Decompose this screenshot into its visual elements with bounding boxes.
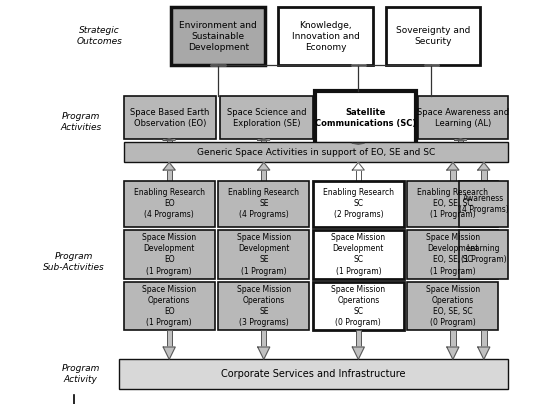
Bar [408, 282, 498, 330]
Bar [220, 96, 313, 139]
Polygon shape [163, 139, 175, 140]
Bar [315, 91, 416, 144]
Text: Space Based Earth
Observation (EO): Space Based Earth Observation (EO) [130, 108, 210, 128]
Text: Learning
(1 Program): Learning (1 Program) [461, 244, 506, 265]
Polygon shape [455, 139, 467, 140]
Bar [261, 330, 266, 347]
Bar [119, 359, 508, 389]
Polygon shape [447, 347, 459, 359]
Bar [124, 282, 215, 330]
Text: Strategic
Outcomes: Strategic Outcomes [77, 26, 122, 46]
Polygon shape [258, 139, 270, 140]
Bar [313, 230, 404, 278]
Text: Generic Space Activities in support of EO, SE and SC: Generic Space Activities in support of E… [197, 147, 435, 157]
Text: Space Mission
Operations
EO
(1 Program): Space Mission Operations EO (1 Program) [142, 285, 197, 327]
Bar [450, 330, 455, 347]
Polygon shape [352, 143, 364, 144]
Polygon shape [447, 162, 459, 170]
Text: Enabling Research
SE
(4 Programs): Enabling Research SE (4 Programs) [228, 188, 299, 219]
Bar [355, 170, 361, 181]
Bar [459, 230, 508, 278]
Polygon shape [478, 347, 490, 359]
Bar [386, 7, 481, 65]
Bar [313, 282, 404, 330]
Bar [218, 230, 309, 278]
Bar [218, 181, 309, 227]
Bar [481, 330, 487, 347]
Bar [458, 140, 463, 142]
Text: Program
Activities: Program Activities [60, 112, 101, 132]
Text: Space Mission
Development
EO, SE, SC
(1 Program): Space Mission Development EO, SE, SC (1 … [426, 233, 480, 276]
Text: Space Mission
Operations
EO, SE, SC
(0 Program): Space Mission Operations EO, SE, SC (0 P… [426, 285, 480, 327]
Bar [166, 330, 172, 347]
Bar [171, 7, 265, 65]
Bar [355, 142, 361, 143]
Bar [218, 282, 309, 330]
Polygon shape [258, 347, 270, 359]
Text: Enabling Research
EO, SE, SC
(1 Program): Enabling Research EO, SE, SC (1 Program) [417, 188, 488, 219]
Text: Space Mission
Operations
SC
(0 Program): Space Mission Operations SC (0 Program) [331, 285, 386, 327]
Polygon shape [352, 162, 364, 170]
Text: Space Mission
Development
EO
(1 Program): Space Mission Development EO (1 Program) [142, 233, 197, 276]
Text: Program
Activity: Program Activity [62, 364, 100, 384]
Text: Corporate Services and Infrastructure: Corporate Services and Infrastructure [221, 369, 406, 379]
Bar [261, 170, 266, 181]
Text: Enabling Research
EO
(4 Programs): Enabling Research EO (4 Programs) [134, 188, 205, 219]
Bar [313, 181, 404, 227]
Text: Environment and
Sustainable
Development: Environment and Sustainable Development [179, 21, 257, 52]
Text: Satellite
Communications (SC): Satellite Communications (SC) [315, 108, 416, 128]
Bar [124, 181, 215, 227]
Bar [355, 330, 361, 347]
Polygon shape [258, 162, 270, 170]
Text: Program
Sub-Activities: Program Sub-Activities [43, 252, 105, 272]
Bar [450, 170, 455, 181]
Text: Knowledge,
Innovation and
Economy: Knowledge, Innovation and Economy [292, 21, 360, 52]
Polygon shape [352, 347, 364, 359]
Bar [408, 230, 498, 278]
Text: Awareness
(4 Programs): Awareness (4 Programs) [459, 194, 508, 214]
Bar [124, 96, 216, 139]
Bar [418, 96, 508, 139]
Text: Enabling Research
SC
(2 Programs): Enabling Research SC (2 Programs) [323, 188, 394, 219]
Text: Space Science and
Exploration (SE): Space Science and Exploration (SE) [227, 108, 306, 128]
Text: Space Mission
Development
SC
(1 Program): Space Mission Development SC (1 Program) [331, 233, 386, 276]
Bar [278, 7, 373, 65]
Polygon shape [478, 162, 490, 170]
Bar [459, 181, 508, 227]
Text: Space Mission
Development
SE
(1 Program): Space Mission Development SE (1 Program) [237, 233, 291, 276]
Bar [124, 142, 508, 162]
Text: Sovereignty and
Security: Sovereignty and Security [396, 26, 470, 46]
Bar [261, 140, 266, 142]
Bar [166, 140, 172, 142]
Text: Space Awareness and
Learning (AL): Space Awareness and Learning (AL) [417, 108, 509, 128]
Bar [408, 181, 498, 227]
Bar [124, 230, 215, 278]
Polygon shape [163, 347, 175, 359]
Bar [481, 170, 487, 181]
Text: Space Mission
Operations
SE
(3 Programs): Space Mission Operations SE (3 Programs) [237, 285, 291, 327]
Polygon shape [163, 162, 175, 170]
Bar [166, 170, 172, 181]
